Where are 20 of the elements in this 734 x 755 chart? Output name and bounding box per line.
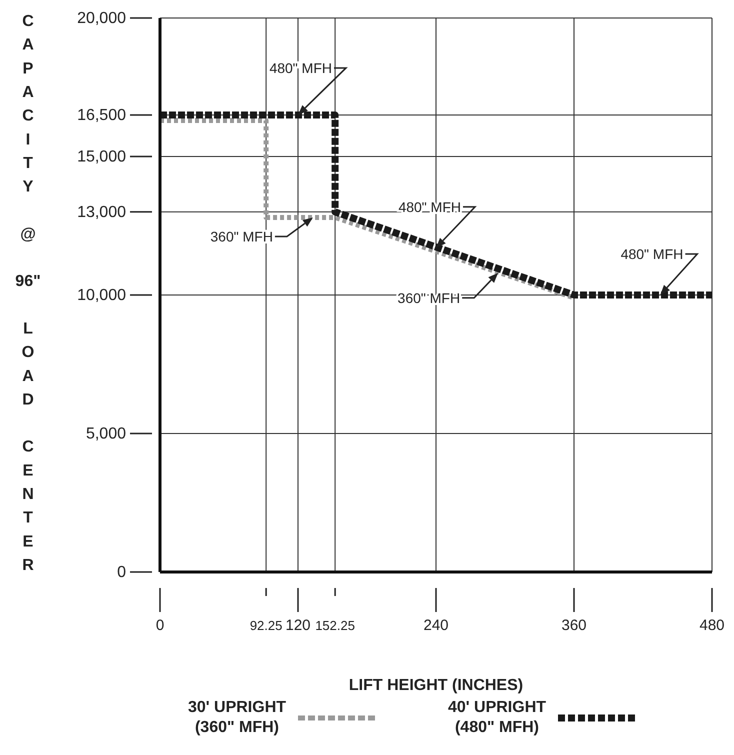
y-tick-label: 13,000 xyxy=(77,204,126,221)
y-tick-label: 5,000 xyxy=(86,426,126,442)
y-tick-label: 15,000 xyxy=(77,148,126,166)
y-tick-label: 16,500 xyxy=(77,106,126,124)
x-tick-label: 92.25 xyxy=(250,618,282,633)
text: CAPACITY @ 96" LOAD CENTER xyxy=(15,13,41,574)
legend-label: 40' UPRIGHT (480" MFH) xyxy=(446,698,548,738)
y-tick-label: 10,000 xyxy=(77,287,126,304)
x-tick-label: 0 xyxy=(156,617,164,634)
x-tick-label: 152.25 xyxy=(315,618,355,633)
legend-label: 30' UPRIGHT (360" MFH) xyxy=(186,698,288,738)
x-tick-label: 240 xyxy=(423,617,449,634)
y-tick-label: 20,000 xyxy=(77,10,126,27)
x-tick-label: 360 xyxy=(561,617,587,634)
annotation: 480" MFH xyxy=(620,246,684,262)
y-tick-label: 0 xyxy=(117,564,126,581)
annotation: 480" MFH xyxy=(269,60,332,76)
x-tick-label: 120 xyxy=(285,617,311,634)
x-axis-title: LIFT HEIGHT (INCHES) xyxy=(348,677,524,694)
x-tick-label: 480 xyxy=(699,617,725,634)
